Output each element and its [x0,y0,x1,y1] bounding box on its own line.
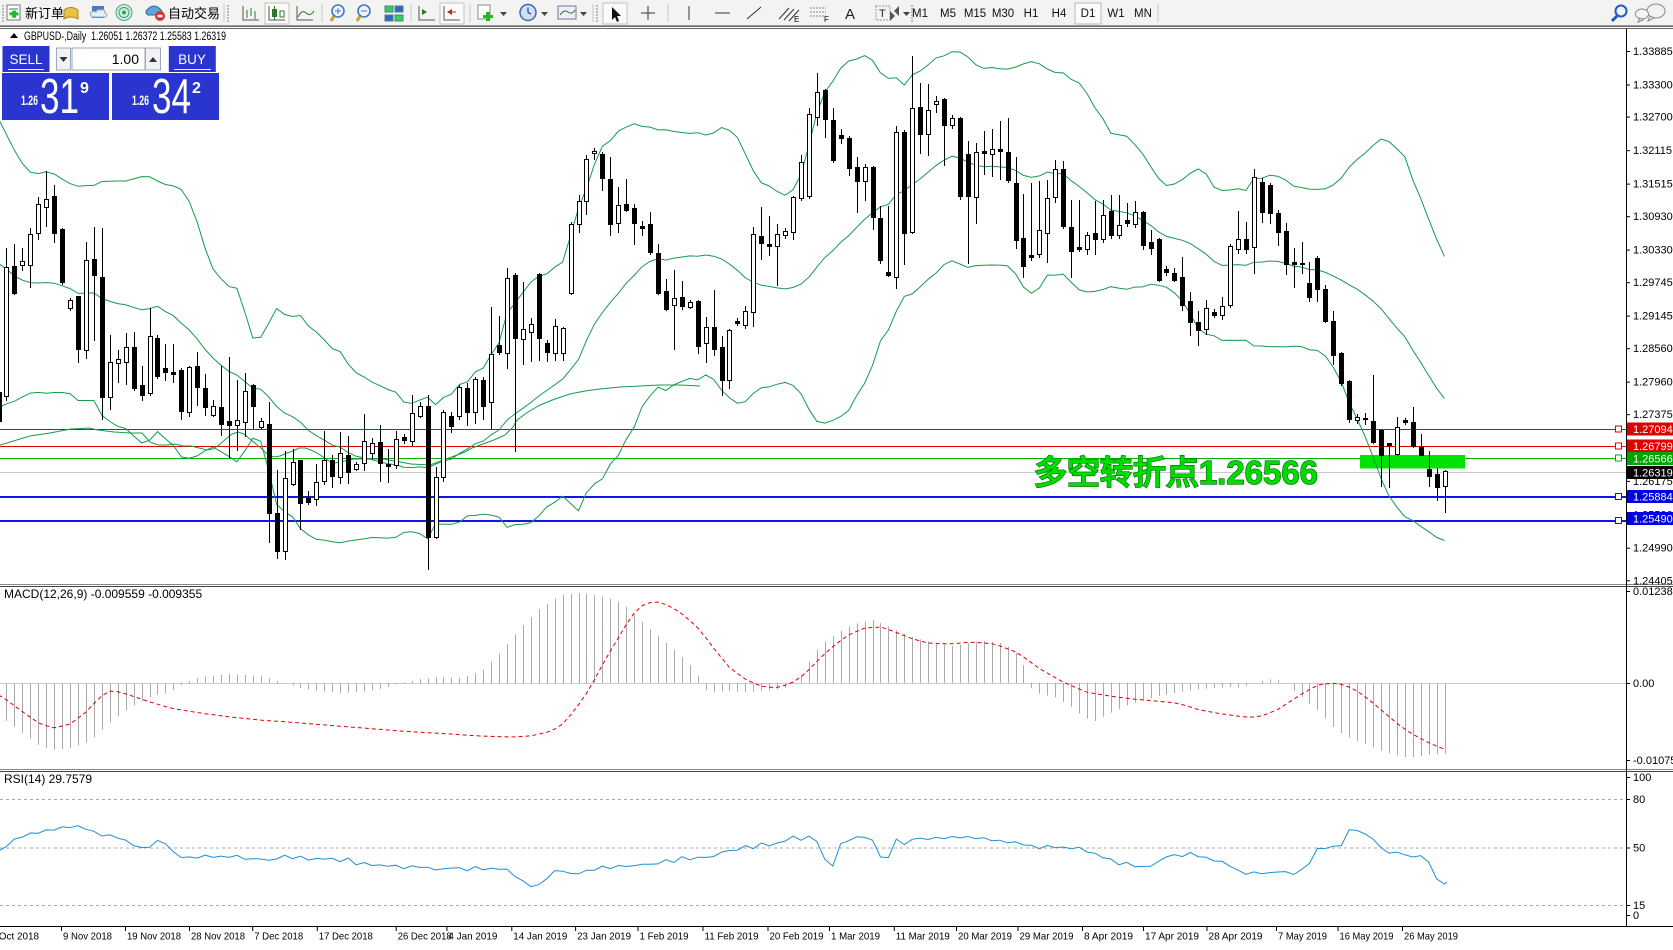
svg-text:T: T [879,8,886,20]
svg-text:16 May 2019: 16 May 2019 [1340,931,1394,943]
svg-text:BUY: BUY [178,52,206,67]
svg-text:GBPUSD-,Daily 1.26051 1.26372: GBPUSD-,Daily 1.26051 1.26372 1.25583 1.… [24,31,226,43]
svg-text:0.01238: 0.01238 [1633,586,1673,598]
svg-text:MACD(12,26,9) -0.009559 -0.009: MACD(12,26,9) -0.009559 -0.009355 [4,587,202,601]
svg-text:23 Jan 2019: 23 Jan 2019 [577,931,631,943]
svg-text:1.27960: 1.27960 [1633,377,1673,389]
svg-text:7 Dec 2018: 7 Dec 2018 [254,931,303,943]
svg-text:1.27094: 1.27094 [1633,424,1673,436]
svg-text:W1: W1 [1107,8,1124,20]
svg-text:15: 15 [1633,900,1645,912]
svg-text:1.30330: 1.30330 [1633,245,1673,257]
svg-text:100: 100 [1633,772,1651,784]
svg-text:H4: H4 [1052,8,1067,20]
svg-text:自动交易: 自动交易 [168,6,220,21]
svg-text:4 Jan 2019: 4 Jan 2019 [448,931,497,943]
svg-text:26 May 2019: 26 May 2019 [1404,931,1458,943]
svg-text:7 May 2019: 7 May 2019 [1278,931,1327,943]
svg-text:M15: M15 [964,8,986,20]
svg-text:M1: M1 [912,8,928,20]
svg-text:E: E [794,15,799,24]
svg-text:1.27375: 1.27375 [1633,409,1673,421]
svg-text:1.25490: 1.25490 [1633,514,1673,526]
svg-text:多空转折点1.26566: 多空转折点1.26566 [1034,454,1318,491]
svg-text:1.30930: 1.30930 [1633,211,1673,223]
svg-text:31 Oct 2018: 31 Oct 2018 [0,931,39,943]
svg-text:11 Mar 2019: 11 Mar 2019 [896,931,950,943]
svg-text:F: F [824,15,829,24]
svg-text:1.33885: 1.33885 [1633,46,1673,58]
svg-text:1.29145: 1.29145 [1633,311,1673,323]
svg-text:1.24990: 1.24990 [1633,543,1673,555]
svg-text:1.32115: 1.32115 [1633,145,1672,157]
svg-text:20 Feb 2019: 20 Feb 2019 [770,931,824,943]
svg-text:0.00: 0.00 [1633,678,1654,690]
svg-text:1 Mar 2019: 1 Mar 2019 [831,931,880,943]
svg-text:1.28560: 1.28560 [1633,343,1673,355]
svg-text:26 Dec 2018: 26 Dec 2018 [398,931,452,943]
svg-text:9: 9 [80,80,89,97]
svg-text:28 Nov 2018: 28 Nov 2018 [191,931,245,943]
svg-text:1.33300: 1.33300 [1633,80,1673,92]
svg-text:28 Apr 2019: 28 Apr 2019 [1209,931,1263,943]
svg-text:1.26319: 1.26319 [1633,468,1673,480]
svg-text:80: 80 [1633,794,1645,806]
svg-text:14 Jan 2019: 14 Jan 2019 [513,931,567,943]
svg-text:2: 2 [192,80,201,97]
svg-text:MN: MN [1134,8,1152,20]
svg-text:29 Mar 2019: 29 Mar 2019 [1020,931,1074,943]
svg-text:31: 31 [40,70,79,124]
svg-text:50: 50 [1633,843,1645,855]
svg-text:1.25884: 1.25884 [1633,492,1673,504]
svg-text:1.32700: 1.32700 [1633,112,1673,124]
svg-text:H1: H1 [1024,8,1039,20]
svg-text:8 Apr 2019: 8 Apr 2019 [1084,931,1133,943]
svg-text:1.26566: 1.26566 [1633,454,1673,466]
svg-text:17 Apr 2019: 17 Apr 2019 [1145,931,1199,943]
svg-text:1.26799: 1.26799 [1633,441,1673,453]
svg-text:D1: D1 [1081,8,1096,20]
svg-text:SELL: SELL [9,52,43,67]
svg-text:0: 0 [1633,910,1639,922]
svg-text:1.26: 1.26 [21,92,38,108]
svg-text:M5: M5 [940,8,956,20]
svg-text:A: A [845,6,855,23]
svg-text:-0.010751: -0.010751 [1633,755,1673,767]
svg-text:1.31515: 1.31515 [1633,179,1673,191]
svg-text:RSI(14) 29.7579: RSI(14) 29.7579 [4,772,92,786]
svg-text:9 Nov 2018: 9 Nov 2018 [63,931,112,943]
svg-text:1 Feb 2019: 1 Feb 2019 [640,931,689,943]
svg-text:1.26: 1.26 [132,92,149,108]
svg-text:1.29745: 1.29745 [1633,277,1673,289]
svg-text:11 Feb 2019: 11 Feb 2019 [705,931,759,943]
svg-text:1.00: 1.00 [112,51,139,67]
svg-text:20 Mar 2019: 20 Mar 2019 [958,931,1012,943]
svg-text:34: 34 [152,70,191,124]
svg-text:19 Nov 2018: 19 Nov 2018 [127,931,181,943]
svg-text:17 Dec 2018: 17 Dec 2018 [319,931,373,943]
svg-text:M30: M30 [992,8,1014,20]
svg-text:新订单: 新订单 [25,6,64,21]
svg-text:1.24405: 1.24405 [1633,575,1673,587]
